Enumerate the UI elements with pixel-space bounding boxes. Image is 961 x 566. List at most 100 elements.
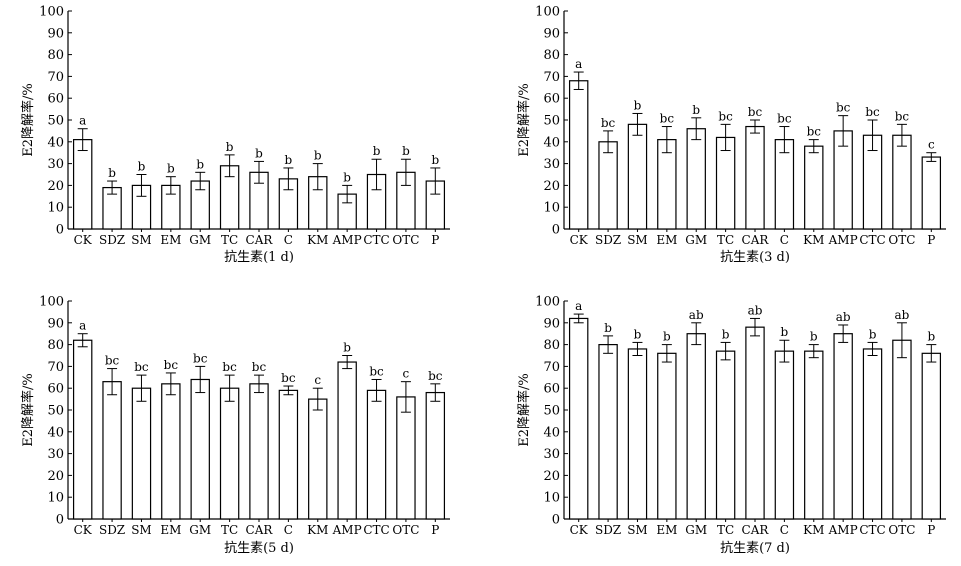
x-tick-label: CAR [246,523,274,537]
x-tick-label: GM [189,523,211,537]
bar [745,326,765,520]
bar [598,141,618,230]
y-tick-label: 60 [543,92,560,107]
significance-letter: bc [369,364,384,378]
x-tick-label: CK [570,233,589,247]
y-tick-label: 70 [543,70,560,85]
x-tick-label: OTC [392,523,419,537]
bar [102,381,122,520]
bar [72,339,93,520]
x-tick-label: SM [627,233,648,247]
bar [278,389,299,520]
x-tick-label: CK [570,523,589,537]
x-tick-label: AMP [828,233,858,247]
y-tick-label: 80 [47,48,64,63]
y-tick-label: 60 [47,382,64,397]
bar [425,391,446,520]
y-tick-label: 70 [47,70,64,85]
significance-letter: b [196,157,204,171]
significance-letter: b [138,160,146,174]
bar [715,136,736,230]
significance-letter: b [722,327,730,341]
x-tick-label: OTC [392,233,419,247]
y-tick-label: 90 [47,26,64,41]
y-tick-label: 20 [543,179,560,194]
significance-letter: bc [252,360,267,374]
x-tick-label: EM [160,233,181,247]
significance-letter: bc [748,105,763,119]
significance-letter: bc [660,112,675,126]
x-tick-label: SM [131,233,152,247]
significance-letter: bc [164,358,179,372]
x-axis-label: 抗生素(5 d) [224,541,294,556]
significance-letter: bc [777,112,792,126]
x-tick-label: CK [74,233,93,247]
y-tick-label: 0 [552,223,560,238]
bar [568,80,589,230]
y-tick-label: 80 [543,338,560,353]
significance-letter: bc [836,101,851,115]
significance-letter: b [108,166,116,180]
x-tick-label: SM [627,523,648,537]
y-tick-label: 80 [543,48,560,63]
y-tick-label: 70 [47,360,64,375]
y-tick-label: 30 [47,447,64,462]
significance-letter: b [226,140,234,154]
significance-letter: a [575,57,582,71]
x-tick-label: AMP [332,523,362,537]
x-tick-label: AMP [332,233,362,247]
significance-letter: bc [718,109,733,123]
significance-letter: b [431,153,439,167]
x-tick-label: P [927,233,935,247]
x-tick-label: TC [717,233,734,247]
bar [161,383,181,520]
x-tick-label: GM [189,233,211,247]
bar [598,344,618,520]
significance-letter: c [403,367,410,381]
significance-letter: bc [193,351,208,365]
bar [921,352,942,520]
x-tick-label: CTC [859,523,885,537]
y-tick-label: 90 [47,316,64,331]
x-tick-label: SDZ [595,233,621,247]
significance-letter: b [634,327,642,341]
significance-letter: ab [836,310,851,324]
y-tick-label: 0 [552,513,560,528]
y-tick-label: 100 [39,295,64,310]
significance-letter: b [927,330,935,344]
significance-letter: ab [689,308,704,322]
x-tick-label: CK [74,523,93,537]
chart-panel-3: 0102030405060708090100E2降解率/%aCKbcSDZbcS… [20,295,450,556]
y-tick-label: 20 [47,469,64,484]
y-tick-label: 10 [47,201,64,216]
x-tick-label: TC [221,523,238,537]
chart-panel-1: 0 10 20 30 40 50 60 70 80 90 100 E2降解率/% a CK b SDZ b SM b… [20,5,450,265]
significance-letter: b [285,153,293,167]
significance-letter: b [869,327,877,341]
bar [833,333,853,520]
y-tick-label: 100 [535,295,560,310]
x-tick-label: C [780,233,789,247]
y-tick-label: 20 [47,179,64,194]
significance-letter: b [343,170,351,184]
bar [804,145,824,230]
significance-letter: b [343,341,351,355]
y-tick-label: 100 [535,5,560,20]
x-tick-label: TC [717,523,734,537]
y-tick-label: 0 [56,513,64,528]
y-tick-label: 40 [543,135,560,150]
significance-letter: b [663,330,671,344]
x-tick-label: SDZ [99,233,125,247]
x-tick-label: CAR [742,523,770,537]
significance-letter: bc [105,354,120,368]
bar [337,361,357,520]
chart-panel-2: 0102030405060708090100E2降解率/%aCKbcSDZbSM… [516,5,946,265]
bar [921,156,942,230]
y-tick-label: 50 [47,404,64,419]
x-tick-label: SDZ [99,523,125,537]
x-axis-label: 抗生素(3 d) [720,250,790,265]
significance-letter: a [575,299,582,313]
bar [774,350,795,520]
y-tick-label: 50 [543,404,560,419]
